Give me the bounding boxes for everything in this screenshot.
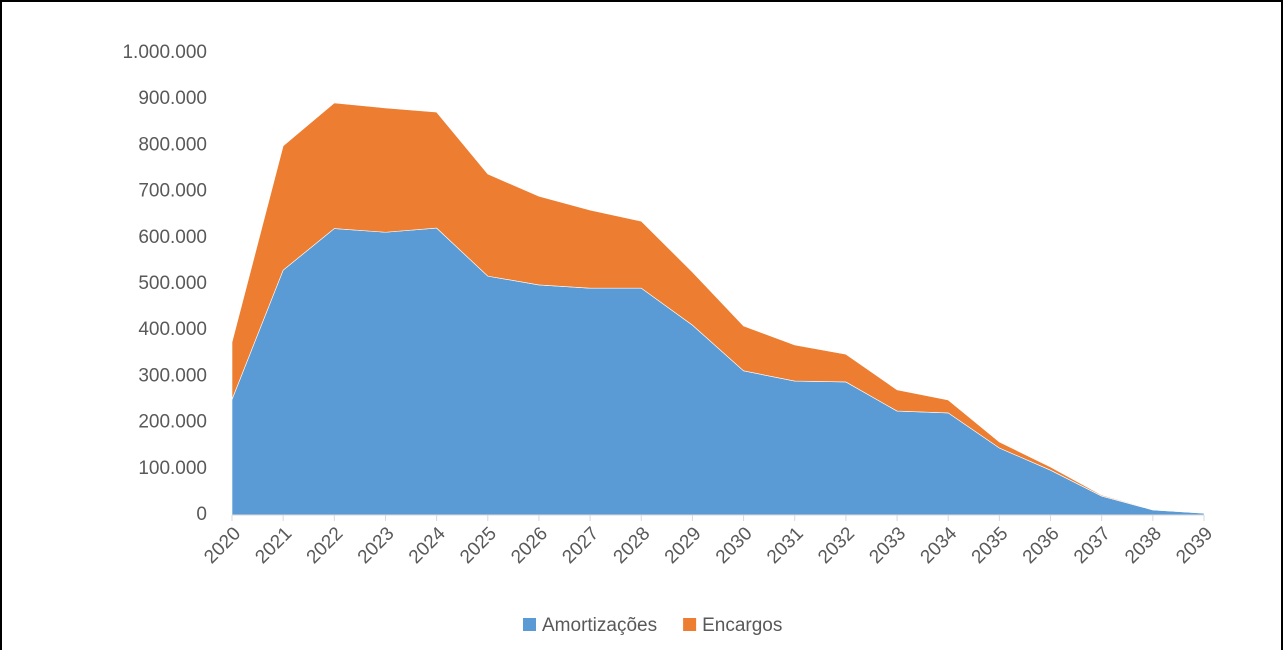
x-tick-label: 2035: [968, 523, 1013, 568]
y-tick-label: 500.000: [138, 273, 207, 294]
x-tick-label: 2031: [763, 523, 808, 568]
y-tick-label: 1.000.000: [122, 42, 207, 63]
x-tick-label: 2033: [865, 523, 910, 568]
y-tick-label: 700.000: [138, 181, 207, 202]
legend-label: Encargos: [702, 615, 782, 636]
x-tick-label: 2023: [354, 523, 399, 568]
legend-swatch: [683, 618, 697, 631]
y-tick-label: 100.000: [138, 458, 207, 479]
y-tick-label: 600.000: [138, 227, 207, 248]
area: [231, 102, 1205, 514]
x-tick-label: 2036: [1019, 523, 1064, 568]
x-tick-label: 2020: [200, 523, 245, 568]
x-tick-label: 2029: [661, 523, 706, 568]
legend-swatch: [523, 618, 536, 631]
x-tick-label: 2026: [507, 523, 552, 568]
x-tick-label: 2039: [1172, 523, 1217, 568]
x-tick-label: 2027: [558, 523, 603, 568]
x-tick-label: 2022: [303, 523, 348, 568]
y-tick-label: 200.000: [138, 412, 207, 433]
y-tick-label: 400.000: [138, 319, 207, 340]
y-tick-label: 0: [196, 504, 207, 525]
x-tick-label: 2028: [610, 523, 655, 568]
x-tick-label: 2030: [712, 523, 757, 568]
legend-label: Amortizações: [542, 615, 657, 636]
x-tick-label: 2034: [917, 523, 962, 568]
x-tick-label: 2038: [1121, 523, 1166, 568]
x-tick-label: 2032: [814, 523, 859, 568]
y-tick-label: 900.000: [138, 88, 207, 109]
x-tick-label: 2037: [1070, 523, 1115, 568]
x-tick-label: 2024: [405, 523, 450, 568]
x-tick-label: 2021: [251, 523, 296, 568]
x-tick-label: 2025: [456, 523, 501, 568]
y-tick-label: 300.000: [138, 365, 207, 386]
y-tick-label: 800.000: [138, 134, 207, 155]
